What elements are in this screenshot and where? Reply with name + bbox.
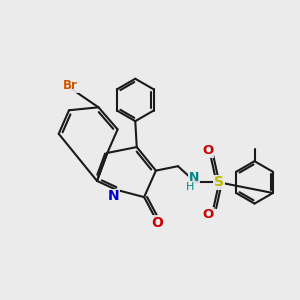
Text: O: O <box>202 144 214 157</box>
Text: H: H <box>186 182 194 192</box>
Text: N: N <box>108 189 120 203</box>
Text: O: O <box>152 216 163 230</box>
Text: N: N <box>189 172 200 184</box>
Text: Br: Br <box>63 79 78 92</box>
Text: O: O <box>202 208 214 221</box>
Text: S: S <box>214 176 224 189</box>
